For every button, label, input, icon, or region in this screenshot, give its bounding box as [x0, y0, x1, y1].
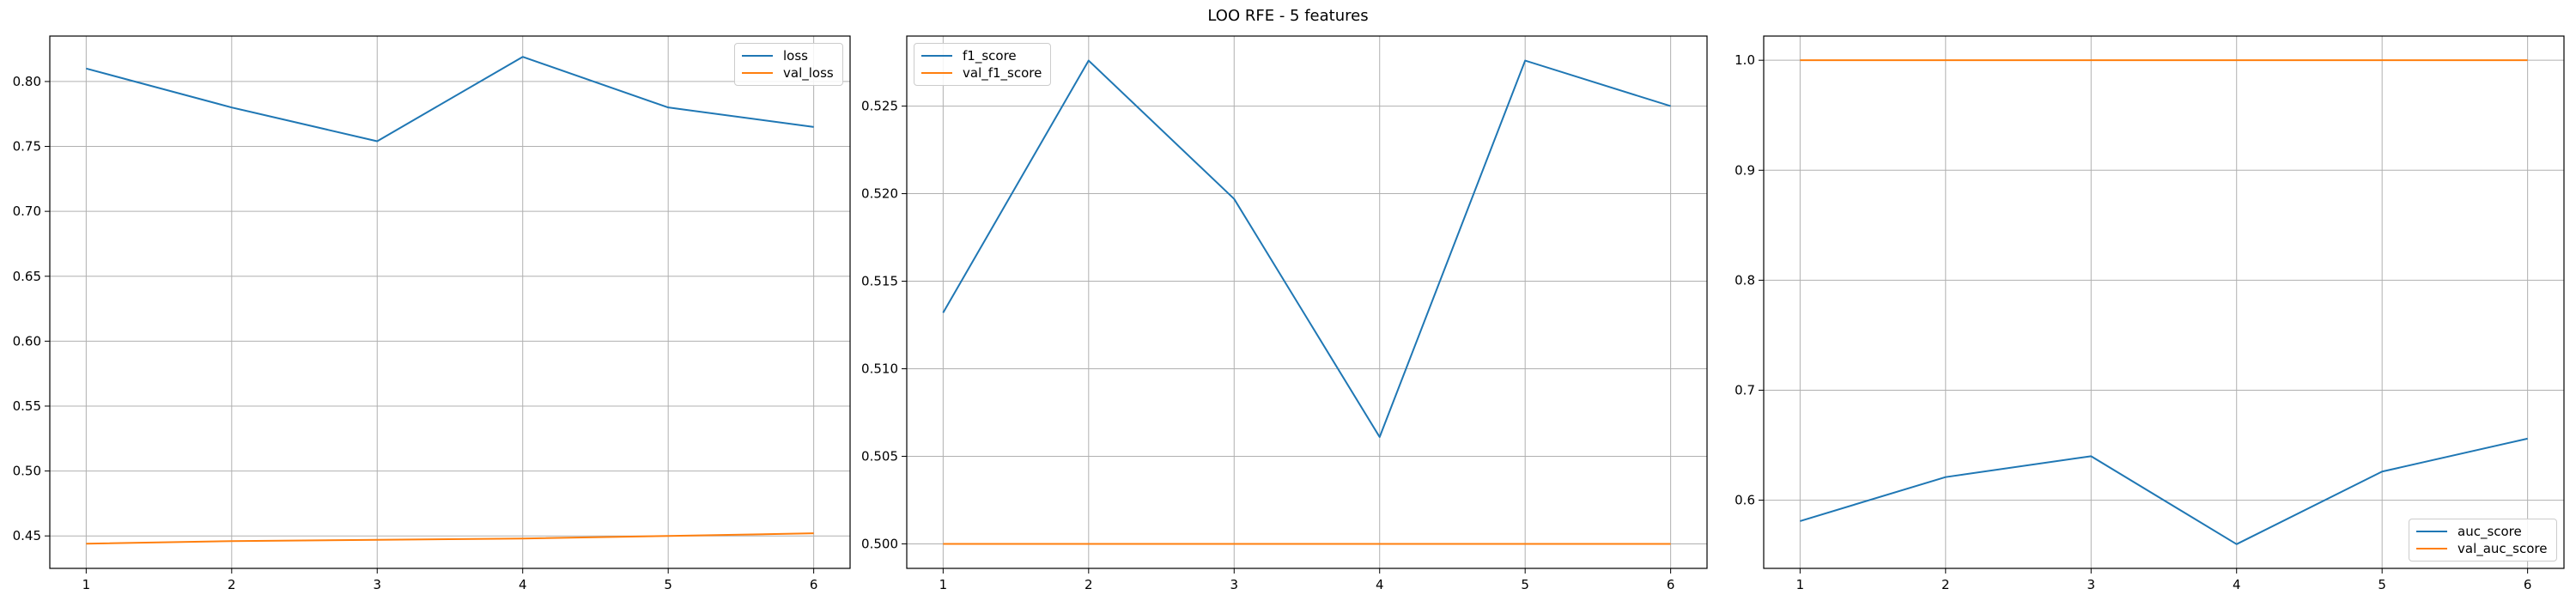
legend-swatch: [2416, 548, 2447, 549]
y-tick-label: 1.0: [1735, 52, 1755, 68]
legend-swatch: [742, 72, 773, 74]
y-tick-label: 0.55: [13, 398, 41, 414]
x-tick-label: 3: [1230, 577, 1238, 592]
chart-panel-1: 1 2 3 4 5 6 0.45 0.50 0.55 0.60 0.65 0.70 0.75 0.80: [13, 35, 851, 592]
y-tick-label: 0.70: [13, 203, 41, 219]
legend-swatch: [2416, 531, 2447, 532]
x-tick-label: 5: [664, 577, 672, 592]
y-tick-label: 0.75: [13, 139, 41, 155]
legend-label: loss: [783, 48, 808, 64]
axes-frame: [1763, 35, 2565, 569]
y-tick-label: 0.8: [1735, 272, 1755, 288]
y-tick-label: 0.50: [13, 464, 41, 479]
x-tick-label: 1: [1796, 577, 1805, 592]
legend: f1_score val_f1_score: [914, 43, 1052, 86]
legend: loss val_loss: [734, 43, 843, 86]
legend: auc_score val_auc_score: [2409, 519, 2557, 562]
legend-label: val_f1_score: [963, 65, 1042, 81]
y-tick-label: 0.80: [13, 74, 41, 89]
axes-frame: [49, 35, 851, 569]
legend-entry: f1_score: [921, 47, 1042, 64]
y-tick-label: 0.500: [861, 536, 898, 551]
x-tick-label: 6: [2524, 577, 2532, 592]
legend-entry: val_f1_score: [921, 64, 1042, 82]
chart-panel-2: 1 2 3 4 5 6 0.500 0.505 0.510 0.515 0.520 0.525: [861, 35, 1708, 592]
y-tick-label: 0.520: [861, 186, 898, 202]
legend-swatch: [742, 55, 773, 57]
x-tick-label: 5: [2378, 577, 2386, 592]
legend-label: val_auc_score: [2458, 541, 2548, 556]
legend-label: f1_score: [963, 48, 1017, 64]
x-tick-label: 6: [1667, 577, 1675, 592]
x-tick-label: 4: [1376, 577, 1384, 592]
series-line-loss: [86, 56, 814, 143]
y-tick-label: 0.510: [861, 361, 898, 377]
x-tick-label: 2: [1941, 577, 1950, 592]
y-tick-label: 0.6: [1735, 493, 1755, 508]
series-line-f1_score: [942, 59, 1671, 439]
x-tick-label: 4: [519, 577, 527, 592]
legend-entry: loss: [742, 47, 834, 64]
y-tick-label: 0.505: [861, 448, 898, 464]
series-line-auc_score: [1800, 437, 2528, 545]
legend-label: auc_score: [2458, 524, 2522, 539]
x-tick-label: 5: [1521, 577, 1529, 592]
x-tick-label: 2: [1084, 577, 1093, 592]
y-tick-label: 0.515: [861, 274, 898, 289]
x-tick-label: 1: [82, 577, 91, 592]
x-tick-label: 6: [810, 577, 818, 592]
x-tick-label: 3: [373, 577, 381, 592]
x-tick-label: 2: [228, 577, 236, 592]
y-tick-label: 0.45: [13, 528, 41, 543]
x-tick-label: 3: [2087, 577, 2095, 592]
y-tick-label: 0.525: [861, 99, 898, 114]
y-tick-label: 0.7: [1735, 382, 1755, 398]
legend-swatch: [921, 72, 952, 74]
y-tick-label: 0.9: [1735, 162, 1755, 178]
y-tick-label: 0.60: [13, 333, 41, 349]
legend-label: val_loss: [783, 65, 834, 81]
legend-entry: auc_score: [2416, 523, 2548, 540]
x-tick-label: 1: [939, 577, 948, 592]
legend-entry: val_auc_score: [2416, 540, 2548, 557]
figure-title: LOO RFE - 5 features: [1207, 7, 1369, 25]
legend-entry: val_loss: [742, 64, 834, 82]
chart-panel-3: 1 2 3 4 5 6 0.6 0.7 0.8 0.9 1.0: [1735, 35, 2565, 592]
x-tick-label: 4: [2233, 577, 2241, 592]
y-tick-label: 0.65: [13, 269, 41, 284]
legend-swatch: [921, 55, 952, 57]
axes-frame: [906, 35, 1708, 569]
series-line-val_loss: [86, 532, 814, 545]
